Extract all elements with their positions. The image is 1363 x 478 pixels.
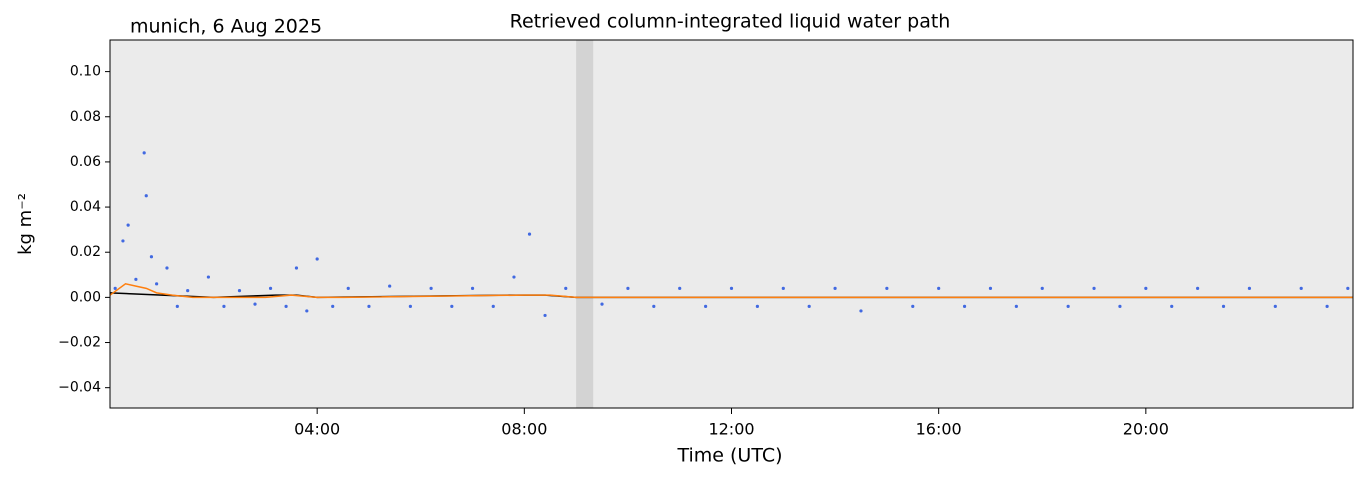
data-point — [1346, 286, 1350, 290]
data-point — [1325, 304, 1329, 309]
y-tick-label: −0.02 — [58, 335, 101, 351]
data-point — [988, 286, 993, 290]
data-point — [729, 286, 734, 290]
data-point — [284, 304, 288, 309]
data-point — [704, 304, 708, 309]
x-tick-label: 04:00 — [294, 420, 340, 439]
data-point — [331, 304, 335, 309]
data-point — [626, 286, 630, 290]
data-point — [149, 255, 154, 259]
data-point — [755, 304, 759, 309]
x-axis-label: Time (UTC) — [676, 445, 782, 467]
y-axis-label: kg m⁻² — [15, 193, 36, 255]
data-point — [885, 286, 889, 290]
data-point — [600, 302, 604, 306]
x-tick-label: 20:00 — [1123, 420, 1169, 439]
data-point — [388, 284, 392, 288]
data-point — [175, 304, 179, 309]
y-tick-label: 0.08 — [70, 109, 101, 125]
data-point — [268, 286, 273, 290]
y-tick-label: 0.00 — [70, 289, 101, 305]
data-point — [1221, 304, 1226, 309]
data-point — [346, 286, 350, 290]
data-point — [367, 304, 371, 309]
data-point — [294, 266, 299, 270]
data-point — [142, 151, 146, 155]
data-point — [527, 232, 532, 236]
data-point — [429, 286, 433, 290]
data-point — [1092, 286, 1096, 290]
data-point — [470, 286, 475, 290]
data-point — [911, 304, 915, 309]
data-point — [1118, 304, 1122, 309]
data-point — [937, 286, 941, 290]
shaded-band — [576, 40, 594, 408]
data-point — [833, 286, 837, 290]
x-tick-label: 12:00 — [708, 420, 754, 439]
data-point — [1014, 304, 1018, 309]
data-point — [144, 194, 148, 198]
data-point — [315, 257, 319, 261]
data-point — [134, 277, 138, 281]
data-point — [1299, 286, 1303, 290]
chart-subtitle: munich, 6 Aug 2025 — [130, 16, 322, 38]
data-point — [253, 302, 257, 306]
data-line — [110, 283, 1353, 299]
data-point — [113, 286, 117, 290]
data-point — [165, 266, 169, 270]
data-point — [408, 304, 412, 309]
data-point — [121, 239, 125, 243]
data-point — [807, 304, 811, 309]
y-tick-label: 0.04 — [70, 199, 101, 215]
data-point — [859, 309, 863, 313]
y-tick-label: 0.02 — [70, 244, 101, 260]
data-point — [652, 304, 656, 309]
data-point — [222, 304, 226, 309]
plot-background — [110, 40, 1353, 408]
data-point — [237, 289, 242, 293]
data-point — [781, 286, 785, 290]
plot-frame — [109, 39, 1354, 409]
data-point — [678, 286, 682, 290]
data-point — [1273, 304, 1277, 309]
data-point — [206, 275, 211, 279]
data-point — [450, 304, 454, 309]
data-point — [491, 304, 495, 309]
data-point — [543, 313, 547, 318]
data-point — [1066, 304, 1070, 309]
data-point — [1144, 286, 1148, 290]
data-point — [962, 304, 967, 309]
y-tick-label: 0.06 — [70, 154, 101, 170]
data-point — [512, 275, 516, 279]
data-point — [1247, 286, 1252, 290]
y-tick-label: −0.04 — [58, 380, 101, 396]
x-tick-label: 16:00 — [916, 420, 962, 439]
data-point — [1196, 286, 1200, 290]
x-tick-label: 08:00 — [501, 420, 547, 439]
data-point — [305, 309, 309, 313]
y-tick-label: 0.10 — [70, 64, 101, 80]
plot-area — [110, 151, 1353, 318]
data-point — [186, 289, 190, 293]
chart-title: Retrieved column-integrated liquid water… — [510, 11, 951, 33]
data-point — [155, 282, 159, 286]
data-point — [126, 223, 130, 227]
data-point — [564, 286, 568, 290]
data-point — [1170, 304, 1174, 309]
data-point — [1040, 286, 1044, 290]
